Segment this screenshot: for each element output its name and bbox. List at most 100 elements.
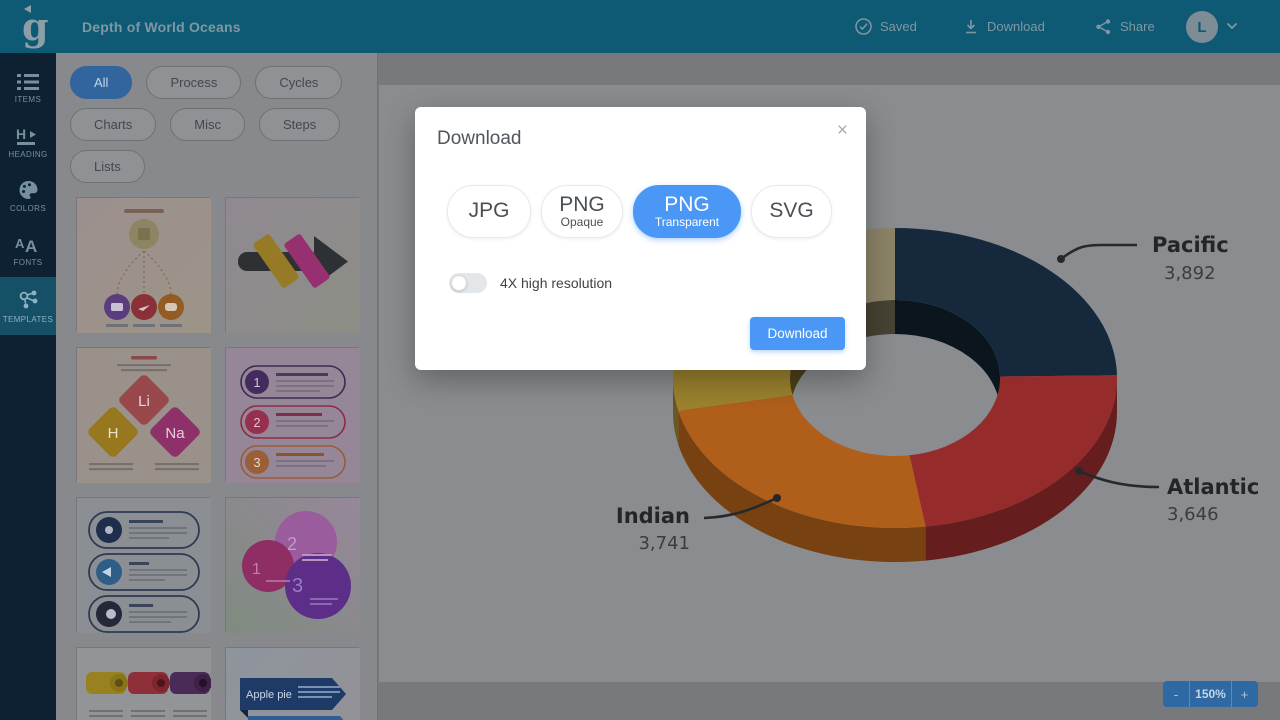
svg-text:g: g — [22, 4, 49, 49]
list-number: 3 — [253, 455, 260, 470]
share-button[interactable]: Share — [1095, 0, 1155, 53]
download-icon — [966, 20, 976, 34]
close-icon[interactable]: × — [836, 120, 848, 141]
download-menu-button[interactable]: Download — [963, 0, 1045, 53]
thumbnail-art — [226, 198, 360, 333]
sidebar-item-fonts[interactable]: A A FONTS — [0, 223, 56, 277]
download-menu-label: Download — [987, 19, 1045, 34]
thumbnail-art: 1 2 3 — [226, 348, 360, 483]
download-submit-button[interactable]: Download — [750, 317, 845, 350]
list-number: 1 — [253, 375, 260, 390]
format-option-jpg[interactable]: JPG — [447, 185, 531, 238]
element-h: H — [108, 425, 119, 442]
filter-chip-misc[interactable]: Misc — [170, 108, 246, 141]
chip-label: Process — [170, 75, 218, 90]
svg-text:H: H — [16, 126, 26, 142]
filter-chip-bar: All Process Cycles Charts Misc Steps Lis… — [70, 66, 360, 183]
template-thumbnail-numbered-list[interactable]: 1 2 3 — [225, 347, 360, 483]
left-nav-rail: ITEMS H HEADING COLORS A A FONTS — [0, 53, 56, 720]
templates-network-icon — [19, 290, 38, 308]
thumbnail-art — [77, 498, 211, 633]
template-thumbnail-grid: Li H Na 1 — [76, 197, 360, 720]
avatar[interactable]: L — [1186, 11, 1218, 43]
template-thumbnail-arrow[interactable] — [225, 197, 360, 333]
chip-label: Steps — [283, 117, 317, 132]
saved-status: Saved — [855, 0, 917, 53]
format-sublabel: Opaque — [560, 215, 604, 230]
sidebar-item-label: FONTS — [13, 257, 43, 267]
list-items-icon — [17, 73, 39, 90]
template-thumbnail-elements[interactable]: Li H Na — [76, 347, 211, 483]
thumbnail-art — [77, 198, 211, 333]
toggle-knob — [451, 275, 467, 291]
format-label: PNG — [664, 193, 710, 217]
check-circle-icon — [855, 18, 872, 35]
banner-label: Apple pie — [246, 689, 292, 701]
saved-label: Saved — [880, 19, 917, 34]
filter-chip-all[interactable]: All — [70, 66, 133, 99]
sidebar-item-label: HEADING — [8, 149, 48, 159]
element-li: Li — [138, 393, 150, 410]
format-option-png-transparent[interactable]: PNG Transparent — [633, 185, 741, 238]
chip-label: Cycles — [279, 75, 319, 90]
resolution-toggle-row: 4X high resolution — [449, 273, 612, 293]
resolution-toggle-label: 4X high resolution — [500, 275, 613, 291]
templates-panel: All Process Cycles Charts Misc Steps Lis… — [56, 53, 378, 720]
template-thumbnail-logistics[interactable] — [76, 197, 211, 333]
chevron-down-icon[interactable] — [1226, 22, 1238, 30]
format-option-png-opaque[interactable]: PNG Opaque — [541, 185, 623, 238]
resolution-toggle[interactable] — [449, 273, 487, 293]
document-title: Depth of World Oceans — [82, 19, 241, 35]
svg-text:A: A — [15, 236, 25, 251]
avatar-initial: L — [1197, 18, 1207, 36]
sidebar-item-label: COLORS — [9, 203, 47, 213]
sidebar-item-label: TEMPLATES — [2, 314, 54, 324]
thumbnail-art: Apple pie Cupcake — [226, 648, 360, 720]
template-thumbnail-banners[interactable]: Apple pie Cupcake — [225, 647, 360, 720]
sidebar-item-templates[interactable]: TEMPLATES — [0, 277, 56, 335]
chip-label: Charts — [94, 117, 133, 132]
thumbnail-art: Li H Na — [77, 348, 211, 483]
circle-number: 2 — [287, 534, 297, 554]
sidebar-item-heading[interactable]: H HEADING — [0, 115, 56, 169]
dialog-title: Download — [437, 128, 522, 149]
filter-chip-cycles[interactable]: Cycles — [255, 66, 343, 99]
svg-text:A: A — [25, 237, 37, 254]
filter-chip-process[interactable]: Process — [146, 66, 242, 99]
format-option-svg[interactable]: SVG — [751, 185, 832, 238]
filter-chip-lists[interactable]: Lists — [70, 150, 145, 183]
format-label: PNG — [559, 193, 605, 217]
format-options: JPG PNG Opaque PNG Transparent SVG — [447, 185, 832, 238]
format-label: JPG — [468, 199, 510, 223]
palette-icon — [19, 180, 37, 199]
filter-chip-charts[interactable]: Charts — [70, 108, 157, 141]
circle-number: 1 — [252, 561, 261, 578]
zoom-in-button[interactable]: + — [1231, 681, 1257, 707]
fonts-icon: A A — [15, 236, 37, 254]
list-number: 2 — [253, 415, 260, 430]
template-thumbnail-food-list[interactable] — [76, 497, 211, 633]
template-thumbnail-tabs[interactable] — [76, 647, 211, 720]
thumbnail-art — [77, 648, 211, 720]
download-dialog: Download × JPG PNG Opaque PNG Transparen… — [415, 107, 866, 370]
share-label: Share — [1120, 19, 1155, 34]
heading-icon: H — [16, 126, 36, 145]
chip-label: All — [94, 75, 109, 90]
zoom-level: 150% — [1195, 687, 1226, 701]
element-na: Na — [165, 425, 185, 442]
sidebar-item-colors[interactable]: COLORS — [0, 169, 56, 223]
sidebar-item-items[interactable]: ITEMS — [0, 61, 56, 115]
vizzlo-logo-icon[interactable]: g — [14, 2, 54, 52]
share-icon — [1096, 19, 1111, 35]
circle-number: 3 — [292, 575, 303, 597]
template-thumbnail-circles[interactable]: 2 1 3 — [225, 497, 360, 633]
zoom-out-button[interactable]: - — [1163, 681, 1190, 707]
zoom-control: - 150% + — [1163, 681, 1258, 707]
top-bar: g Depth of World Oceans Saved Download — [0, 0, 1280, 53]
filter-chip-steps[interactable]: Steps — [259, 108, 341, 141]
chip-label: Misc — [194, 117, 222, 132]
format-sublabel: Transparent — [654, 215, 720, 230]
sidebar-item-label: ITEMS — [14, 94, 42, 104]
format-label: SVG — [769, 199, 814, 223]
